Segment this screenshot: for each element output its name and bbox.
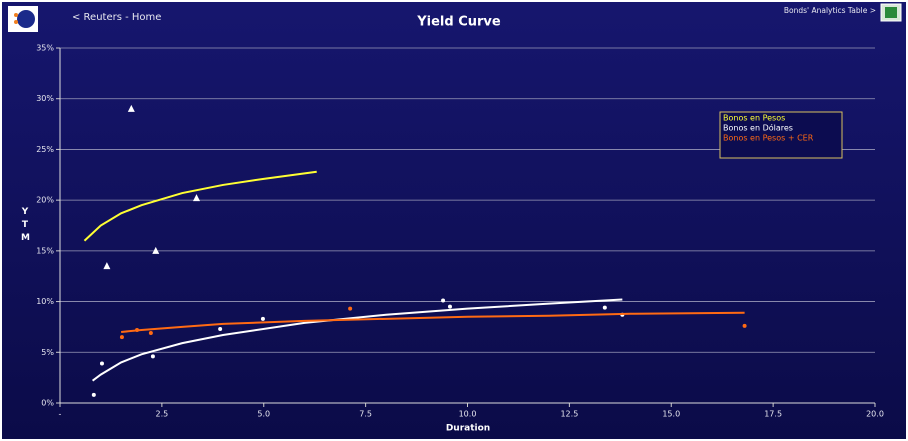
point: [148, 331, 153, 336]
point: [127, 104, 135, 112]
x-tick-label: 2.5: [156, 410, 169, 419]
point: [260, 316, 265, 321]
x-tick-label: 10.0: [459, 410, 477, 419]
point: [119, 335, 124, 340]
legend-label: Bonos en Dólares: [723, 123, 793, 133]
x-tick-label: 15.0: [662, 410, 680, 419]
x-tick-label: -: [59, 410, 62, 419]
point: [602, 305, 607, 310]
point: [218, 326, 223, 331]
x-axis-label: Duration: [446, 424, 490, 434]
x-tick-label: 12.5: [560, 410, 578, 419]
legend-label: Bonos en Pesos + CER: [723, 134, 814, 143]
point: [348, 306, 353, 311]
point: [441, 298, 446, 303]
point: [150, 354, 155, 359]
point: [91, 392, 96, 397]
point: [99, 361, 104, 366]
y-axis-label: YTM: [21, 207, 30, 243]
chart-title: Yield Curve: [416, 15, 501, 30]
point: [103, 262, 111, 270]
y-tick-label: 35%: [36, 44, 54, 53]
y-tick-label: 20%: [36, 196, 54, 205]
table-link[interactable]: Bonds' Analytics Table >: [784, 6, 876, 15]
x-tick-label: 17.5: [764, 410, 782, 419]
excel-icon-mark: [885, 7, 897, 18]
point: [742, 323, 747, 328]
logo-dot: [14, 13, 18, 17]
legend-box: [719, 111, 843, 159]
x-tick-label: 20.0: [866, 410, 884, 419]
x-tick-label: 7.5: [359, 410, 372, 419]
trend-line: [83, 170, 317, 242]
trend-line: [92, 298, 623, 382]
legend-label: Bonos en Pesos: [723, 114, 785, 123]
home-link[interactable]: < Reuters - Home: [72, 12, 161, 23]
y-tick-label: 10%: [36, 297, 54, 306]
point: [447, 304, 452, 309]
point: [135, 327, 140, 332]
y-tick-label: 0%: [41, 399, 54, 408]
y-tick-label: 15%: [36, 246, 54, 255]
trend-line: [121, 311, 745, 333]
point: [193, 194, 201, 202]
y-tick-label: 25%: [36, 145, 54, 154]
y-tick-label: 30%: [36, 94, 54, 103]
logo-dot: [14, 20, 18, 24]
x-tick-label: 5.0: [257, 410, 270, 419]
logo-mark: [17, 10, 35, 28]
y-tick-label: 5%: [41, 348, 54, 357]
point: [152, 246, 160, 254]
